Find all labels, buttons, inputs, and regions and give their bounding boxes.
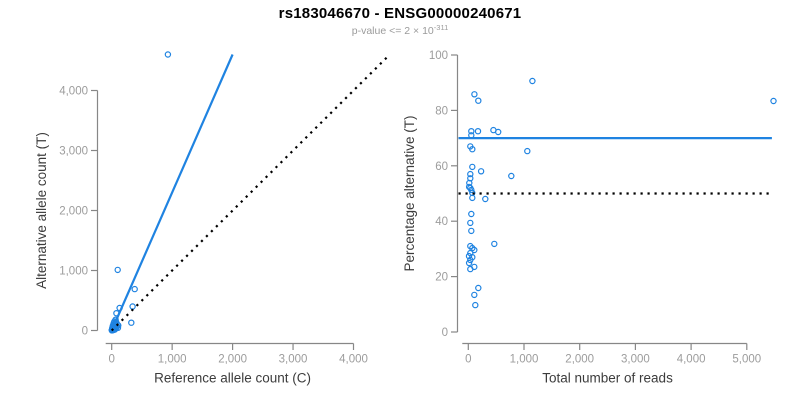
y-tick-label: 2,000 (59, 206, 88, 218)
data-point (475, 97, 482, 104)
x-tick-label: 2,000 (218, 354, 247, 366)
right-panel-percentage-reads: 0 20 40 60 80 100 0 1,000 2,000 3,000 4,000 5,000 To… (402, 50, 777, 386)
data-point (468, 210, 475, 218)
fit-line (110, 54, 234, 331)
p-value-exponent: -311 (433, 23, 449, 32)
data-point (491, 240, 498, 248)
y-tick-label: 1,000 (59, 266, 88, 278)
x-tick-label: 1,000 (510, 354, 539, 366)
data-point (465, 252, 473, 260)
x-tick-label: 0 (465, 354, 471, 366)
data-point (524, 147, 531, 155)
x-tick-label: 3,000 (621, 354, 650, 366)
data-point (508, 172, 515, 180)
data-point (115, 322, 122, 329)
data-point (770, 97, 777, 105)
data-point (114, 266, 121, 274)
data-point (477, 168, 485, 175)
x-tick-label: 3,000 (279, 354, 308, 366)
x-tick-label: 4,000 (677, 354, 706, 366)
y-tick-label: 4,000 (59, 86, 88, 98)
y-tick-label: 40 (435, 216, 448, 228)
p-value-text: p-value <= 2 × 10 (351, 25, 434, 37)
data-point (467, 219, 474, 227)
data-point (471, 291, 478, 299)
data-point (468, 186, 475, 194)
data-point (495, 128, 502, 136)
data-point (468, 127, 475, 135)
data-point (472, 301, 479, 309)
data-point (128, 319, 135, 326)
data-point (469, 163, 476, 171)
data-point (129, 303, 136, 310)
data-point (467, 170, 474, 178)
y-tick-label: 0 (442, 327, 448, 339)
data-point (164, 51, 172, 58)
x-tick-label: 4,000 (339, 354, 368, 366)
data-point (469, 145, 476, 153)
x-tick-label: 5,000 (732, 354, 761, 366)
data-point (474, 127, 482, 135)
data-point (468, 227, 475, 235)
y-tick-label: 20 (435, 272, 448, 284)
x-axis-title: Reference allele count (C) (154, 371, 311, 386)
data-point (131, 285, 138, 293)
y-tick-label: 0 (82, 326, 88, 338)
y-tick-label: 3,000 (59, 146, 88, 158)
x-tick-label: 2,000 (565, 354, 594, 366)
data-point (482, 195, 489, 203)
x-axis-title: Total number of reads (542, 371, 673, 386)
y-tick-label: 80 (435, 105, 448, 117)
identity-line (110, 53, 391, 332)
x-tick-label: 0 (108, 354, 114, 366)
data-point (529, 77, 536, 85)
plot-subtitle: p-value <= 2 × 10-311 (0, 23, 800, 37)
x-tick-label: 1,000 (158, 354, 187, 366)
data-point (471, 91, 478, 98)
data-point (465, 259, 473, 267)
data-point (469, 194, 476, 202)
y-tick-label: 60 (435, 161, 448, 173)
left-panel-allele-counts: 0 1,000 2,000 3,000 4,000 0 1,000 2,000 3,000 4,0… (34, 51, 391, 386)
data-point (467, 256, 474, 264)
data-point (471, 246, 478, 254)
y-tick-label: 100 (429, 50, 448, 62)
data-point (467, 265, 474, 273)
plot-title: rs183046670 - ENSG00000240671 (278, 5, 522, 22)
y-axis-title: Alternative allele count (T) (34, 132, 49, 289)
data-point (475, 284, 482, 292)
y-axis-title: Percentage alternative (T) (402, 115, 417, 271)
